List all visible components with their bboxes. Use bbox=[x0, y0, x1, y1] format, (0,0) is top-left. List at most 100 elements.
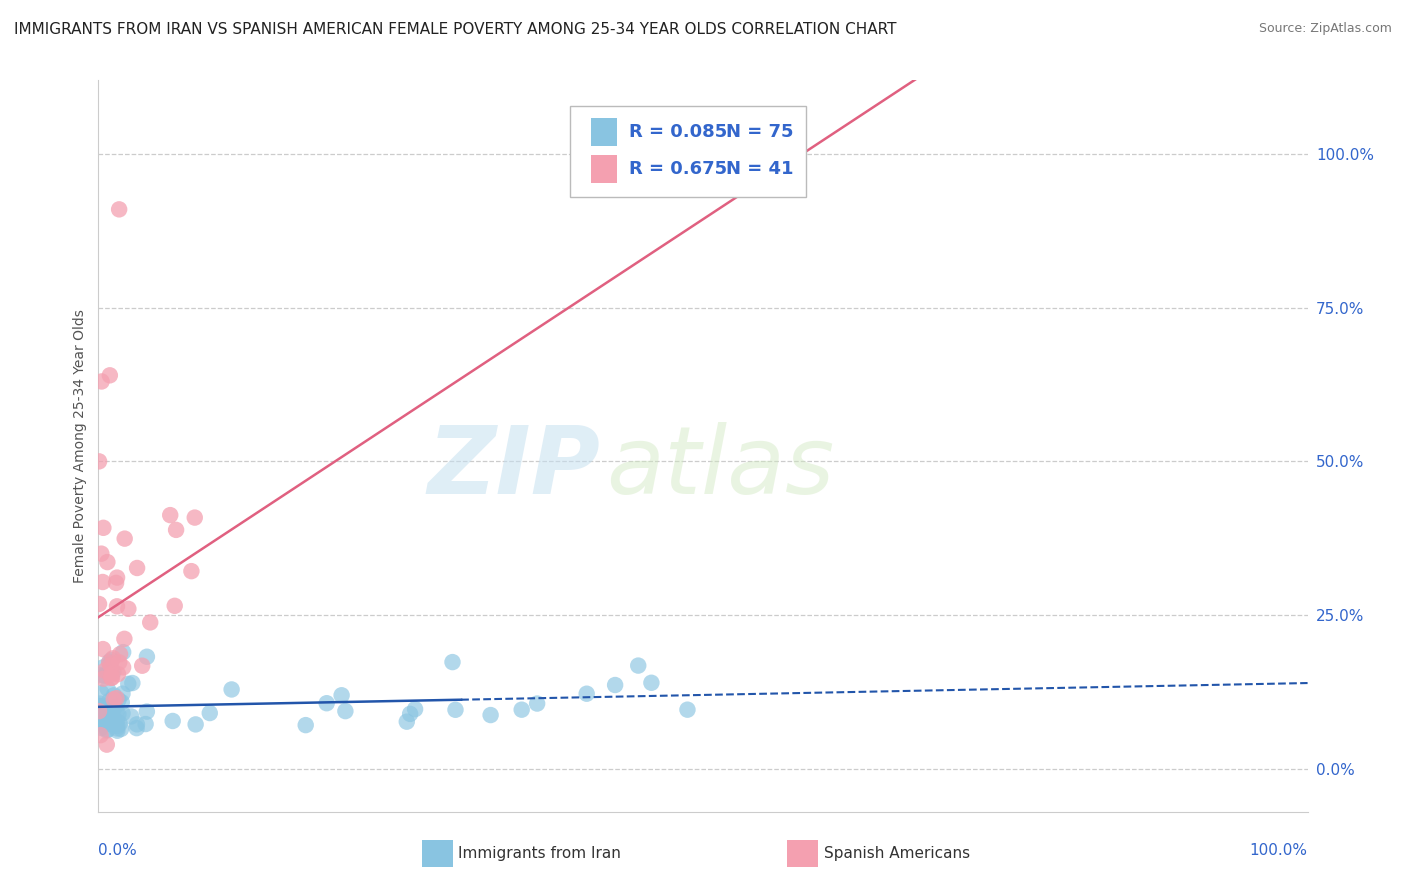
Point bbox=[107, 719, 129, 733]
Point bbox=[96, 723, 118, 738]
Point bbox=[91, 574, 114, 589]
Point bbox=[100, 717, 122, 731]
Point bbox=[107, 707, 129, 722]
Point bbox=[96, 555, 118, 569]
Point bbox=[98, 655, 121, 669]
Point bbox=[103, 689, 125, 703]
Point bbox=[605, 678, 627, 692]
Point bbox=[90, 686, 112, 700]
Point bbox=[105, 714, 128, 729]
FancyBboxPatch shape bbox=[569, 106, 806, 197]
Point bbox=[221, 682, 243, 697]
Point bbox=[180, 564, 202, 578]
Point bbox=[105, 704, 128, 718]
Point bbox=[98, 368, 121, 383]
Point bbox=[100, 658, 122, 673]
Point bbox=[87, 454, 110, 468]
Point bbox=[100, 671, 122, 685]
Text: R = 0.085: R = 0.085 bbox=[630, 123, 727, 141]
Point bbox=[87, 597, 110, 611]
Point bbox=[117, 677, 139, 691]
Text: N = 75: N = 75 bbox=[725, 123, 793, 141]
Text: IMMIGRANTS FROM IRAN VS SPANISH AMERICAN FEMALE POVERTY AMONG 25-34 YEAR OLDS CO: IMMIGRANTS FROM IRAN VS SPANISH AMERICAN… bbox=[14, 22, 897, 37]
Point bbox=[135, 649, 157, 664]
Point bbox=[159, 508, 181, 522]
Point bbox=[676, 703, 699, 717]
Point bbox=[89, 706, 111, 721]
Point bbox=[89, 714, 111, 728]
Point bbox=[479, 708, 502, 723]
Point bbox=[89, 699, 111, 714]
Point bbox=[103, 665, 125, 679]
Point bbox=[627, 658, 650, 673]
Point bbox=[441, 655, 464, 669]
Point bbox=[131, 658, 153, 673]
Point bbox=[100, 664, 122, 678]
Point bbox=[112, 645, 135, 659]
Point bbox=[96, 723, 118, 737]
Point bbox=[105, 691, 128, 706]
Point bbox=[198, 706, 221, 720]
Point bbox=[90, 712, 112, 726]
Point bbox=[108, 656, 131, 670]
Text: Immigrants from Iran: Immigrants from Iran bbox=[458, 847, 621, 861]
Point bbox=[98, 656, 121, 670]
Point bbox=[111, 687, 134, 701]
Point bbox=[91, 708, 114, 723]
Point bbox=[103, 717, 125, 731]
Point bbox=[90, 728, 112, 742]
Point bbox=[87, 704, 110, 718]
Point bbox=[90, 721, 112, 735]
Point bbox=[163, 599, 186, 613]
Point bbox=[105, 571, 128, 585]
Point bbox=[510, 703, 533, 717]
Point bbox=[184, 717, 207, 731]
Text: Source: ZipAtlas.com: Source: ZipAtlas.com bbox=[1258, 22, 1392, 36]
Point bbox=[103, 692, 125, 706]
Point bbox=[108, 202, 131, 217]
Point bbox=[90, 701, 112, 715]
Text: N = 41: N = 41 bbox=[725, 160, 793, 178]
Point bbox=[127, 561, 149, 575]
Point bbox=[96, 738, 118, 752]
Point bbox=[91, 642, 114, 657]
Point bbox=[98, 694, 121, 708]
Point bbox=[105, 575, 128, 590]
Point bbox=[111, 695, 134, 709]
Text: R = 0.675: R = 0.675 bbox=[630, 160, 727, 178]
Point bbox=[404, 702, 426, 716]
Point bbox=[101, 671, 124, 685]
Point bbox=[97, 703, 120, 717]
Point bbox=[162, 714, 184, 728]
Point bbox=[93, 668, 115, 682]
Point bbox=[165, 523, 187, 537]
Point bbox=[575, 687, 598, 701]
Point bbox=[112, 660, 135, 674]
Point bbox=[103, 713, 125, 727]
Text: atlas: atlas bbox=[606, 423, 835, 514]
Point bbox=[111, 706, 134, 721]
Text: 0.0%: 0.0% bbox=[98, 843, 138, 858]
Point bbox=[110, 722, 132, 736]
Point bbox=[335, 704, 357, 718]
Point bbox=[97, 698, 120, 713]
Text: Spanish Americans: Spanish Americans bbox=[824, 847, 970, 861]
Text: ZIP: ZIP bbox=[427, 422, 600, 514]
Point bbox=[135, 705, 157, 719]
Point bbox=[101, 708, 124, 723]
Point bbox=[97, 706, 120, 721]
Point bbox=[526, 697, 548, 711]
Point bbox=[93, 717, 115, 731]
Point bbox=[125, 717, 148, 731]
Point bbox=[640, 675, 662, 690]
Point bbox=[94, 664, 117, 678]
Point bbox=[90, 707, 112, 722]
Point bbox=[294, 718, 316, 732]
Point bbox=[97, 681, 120, 696]
Point bbox=[93, 715, 115, 730]
Point bbox=[330, 688, 353, 702]
Bar bbox=[591, 155, 617, 183]
Text: 100.0%: 100.0% bbox=[1250, 843, 1308, 858]
Point bbox=[139, 615, 162, 630]
Point bbox=[93, 521, 115, 535]
